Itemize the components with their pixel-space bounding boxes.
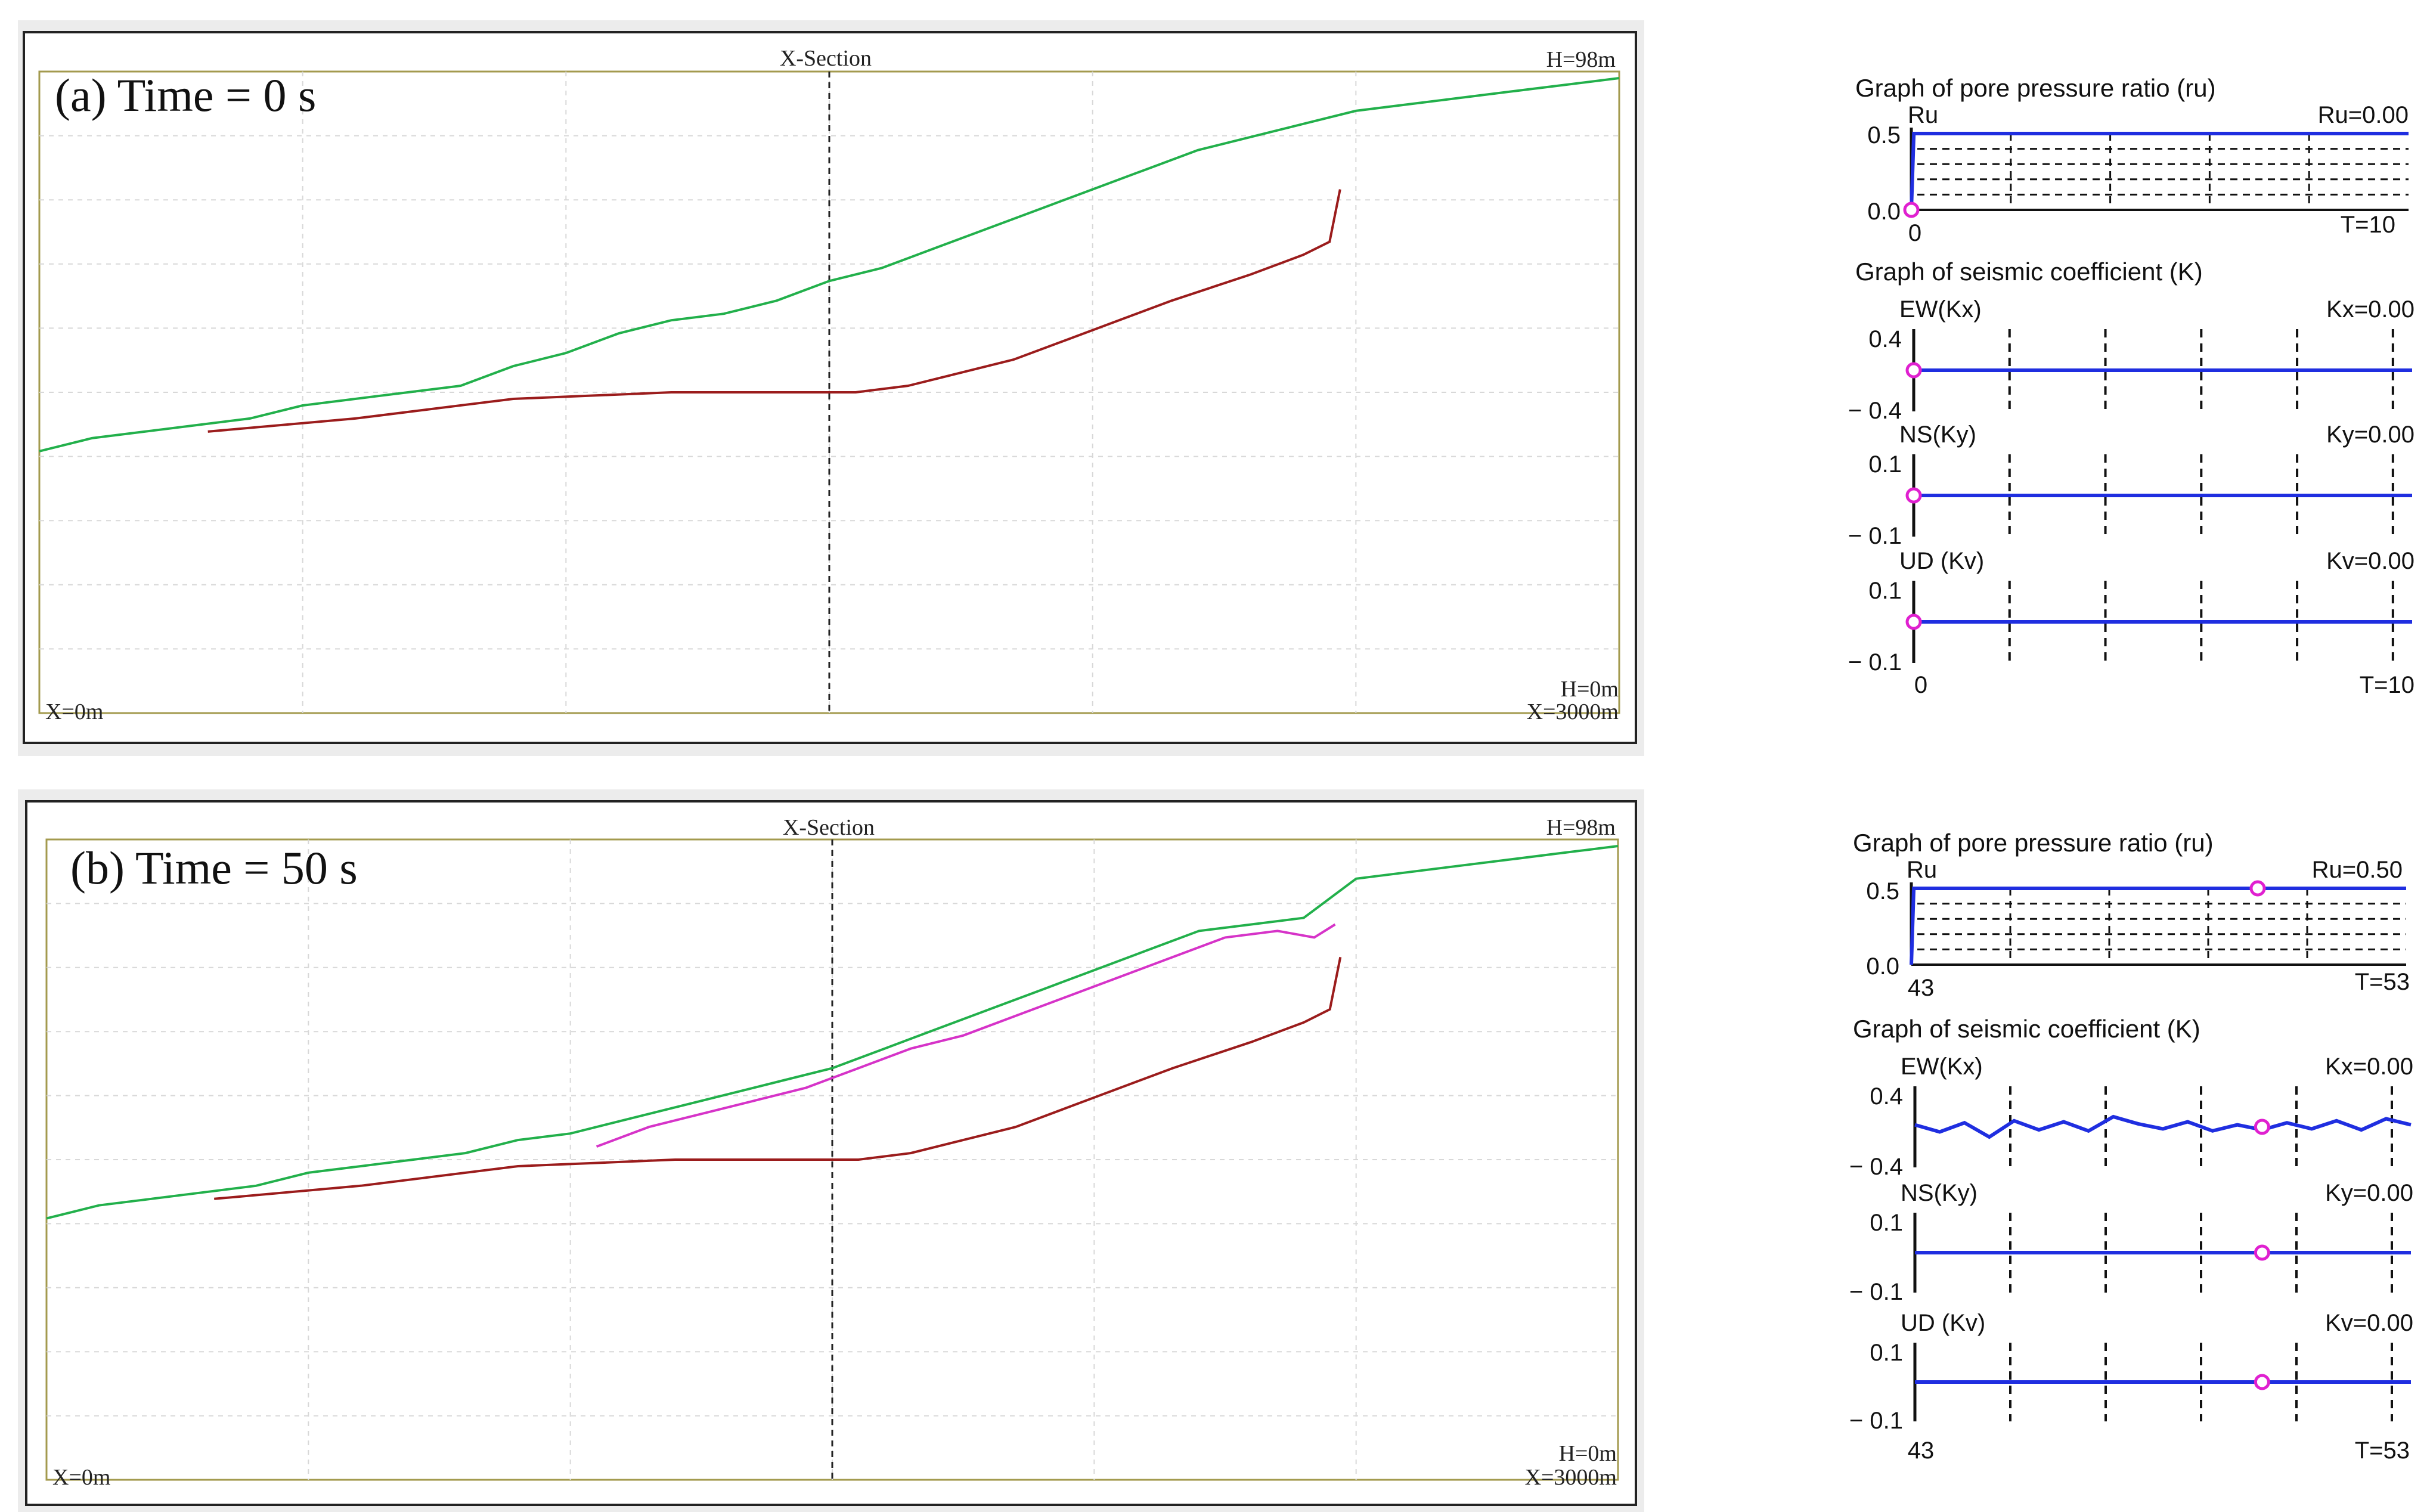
panel-b: (b) Time = 50 s X-Section H=98m H=0m X=0… bbox=[0, 756, 2430, 1512]
ru-plot bbox=[1910, 880, 2406, 966]
section-grid bbox=[39, 72, 1619, 713]
section-header: X-Section bbox=[780, 46, 872, 71]
k-t-start: 43 bbox=[1908, 1437, 1935, 1464]
k-plot: EW(Kx) Kx=0.00 0.4 − 0.4NS(Ky) Ky=0.00 0.1 − 0… bbox=[1848, 296, 2414, 676]
k-row-tick-top: 0.1 bbox=[1868, 578, 1902, 604]
k-t-start: 0 bbox=[1914, 672, 1927, 698]
ru-t-start: 0 bbox=[1908, 220, 1921, 246]
ru-axis-name: Ru bbox=[1908, 102, 1938, 128]
x-left-label: X=0m bbox=[52, 1465, 110, 1490]
k-current-marker bbox=[2254, 1244, 2270, 1261]
k-current-marker bbox=[1905, 487, 1922, 504]
k-current-marker bbox=[2254, 1374, 2270, 1390]
k-row-readout: Kv=0.00 bbox=[2326, 548, 2414, 574]
k-row-readout: Ky=0.00 bbox=[2325, 1180, 2413, 1206]
k-row-tick-bottom: − 0.1 bbox=[1849, 1279, 1903, 1305]
ru-readout: Ru=0.00 bbox=[2318, 102, 2409, 128]
ru-series-line bbox=[1910, 887, 2406, 965]
slip-surface-line bbox=[207, 189, 1341, 433]
ru-tick-bottom: 0.0 bbox=[1866, 953, 1899, 980]
k-row-tick-top: 0.4 bbox=[1868, 326, 1902, 352]
ru-t-start: 43 bbox=[1908, 975, 1935, 1001]
panel-label: (a) Time = 0 s bbox=[55, 69, 316, 121]
ru-plot bbox=[1903, 128, 2409, 218]
k-row-name: NS(Ky) bbox=[1901, 1180, 1978, 1206]
k-row-name: EW(Kx) bbox=[1901, 1054, 1983, 1080]
k-row-readout: Kx=0.00 bbox=[2325, 1054, 2413, 1080]
panel-label: (b) Time = 50 s bbox=[70, 842, 358, 894]
x-right-label: X=3000m bbox=[1525, 1465, 1617, 1490]
k-graph-title: Graph of seismic coefficient (K) bbox=[1855, 258, 2203, 286]
panel-a-canvas: (a) Time = 0 s X-Section H=98m H=0m X=0m… bbox=[18, 20, 2414, 756]
k-row-name: EW(Kx) bbox=[1899, 296, 1982, 323]
k-current-marker bbox=[2254, 1118, 2270, 1135]
x-right-label: X=3000m bbox=[1527, 699, 1619, 724]
section-frame bbox=[25, 800, 1637, 1506]
ru-graph-title: Graph of pore pressure ratio (ru) bbox=[1853, 829, 2214, 857]
ru-tick-top: 0.5 bbox=[1867, 122, 1901, 148]
k-current-marker bbox=[1905, 362, 1922, 379]
k-row-readout: Kv=0.00 bbox=[2325, 1310, 2413, 1336]
k-row-tick-top: 0.1 bbox=[1870, 1210, 1903, 1236]
k-row-readout: Kx=0.00 bbox=[2326, 296, 2414, 323]
x-left-label: X=0m bbox=[45, 699, 103, 724]
ru-series-line bbox=[1910, 132, 2409, 210]
k-row-tick-top: 0.1 bbox=[1868, 451, 1902, 478]
k-row-name: UD (Kv) bbox=[1899, 548, 1984, 574]
ground-surface-line bbox=[46, 845, 1619, 1220]
moved-surface-line bbox=[596, 923, 1336, 1148]
k-current-marker bbox=[1905, 614, 1922, 630]
section-header: X-Section bbox=[783, 815, 875, 840]
k-row-tick-bottom: − 0.4 bbox=[1849, 1154, 1903, 1180]
k-row-readout: Ky=0.00 bbox=[2326, 422, 2414, 448]
ru-t-end: T=10 bbox=[2341, 212, 2395, 238]
k-row-tick-bottom: − 0.1 bbox=[1848, 523, 1902, 549]
k-graph-title: Graph of seismic coefficient (K) bbox=[1853, 1015, 2200, 1043]
ru-t-end: T=53 bbox=[2355, 969, 2410, 995]
k-plot: EW(Kx) Kx=0.00 0.4 − 0.4NS(Ky) Ky=0.00 0.1 − 0… bbox=[1849, 1054, 2413, 1434]
ru-graph-title: Graph of pore pressure ratio (ru) bbox=[1855, 74, 2216, 102]
slip-surface-line bbox=[214, 956, 1342, 1200]
ru-axis-name: Ru bbox=[1907, 857, 1937, 883]
k-row-name: UD (Kv) bbox=[1901, 1310, 1985, 1336]
ru-tick-bottom: 0.0 bbox=[1867, 199, 1901, 225]
k-row-name: NS(Ky) bbox=[1899, 422, 1976, 448]
k-row-tick-bottom: − 0.4 bbox=[1848, 398, 1902, 424]
ru-current-marker bbox=[1903, 202, 1920, 218]
k-t-end: T=53 bbox=[2355, 1437, 2410, 1464]
ru-readout: Ru=0.50 bbox=[2312, 857, 2403, 883]
k-row-tick-top: 0.1 bbox=[1870, 1340, 1903, 1366]
ru-current-marker bbox=[2249, 880, 2266, 897]
h-top-label: H=98m bbox=[1546, 47, 1616, 72]
k-series-line bbox=[1914, 1114, 2412, 1139]
k-t-end: T=10 bbox=[2360, 672, 2414, 698]
h-top-label: H=98m bbox=[1546, 815, 1616, 840]
panel-a: (a) Time = 0 s X-Section H=98m H=0m X=0m… bbox=[18, 20, 2414, 756]
h-bottom-label: H=0m bbox=[1559, 1441, 1617, 1466]
ru-tick-top: 0.5 bbox=[1866, 878, 1899, 904]
ground-surface-line bbox=[39, 77, 1620, 453]
h-bottom-label: H=0m bbox=[1561, 677, 1619, 702]
panel-b-canvas: (b) Time = 50 s X-Section H=98m H=0m X=0… bbox=[18, 789, 2413, 1512]
k-row-tick-bottom: − 0.1 bbox=[1849, 1408, 1903, 1434]
k-row-tick-bottom: − 0.1 bbox=[1848, 649, 1902, 676]
k-row-tick-top: 0.4 bbox=[1870, 1083, 1903, 1110]
